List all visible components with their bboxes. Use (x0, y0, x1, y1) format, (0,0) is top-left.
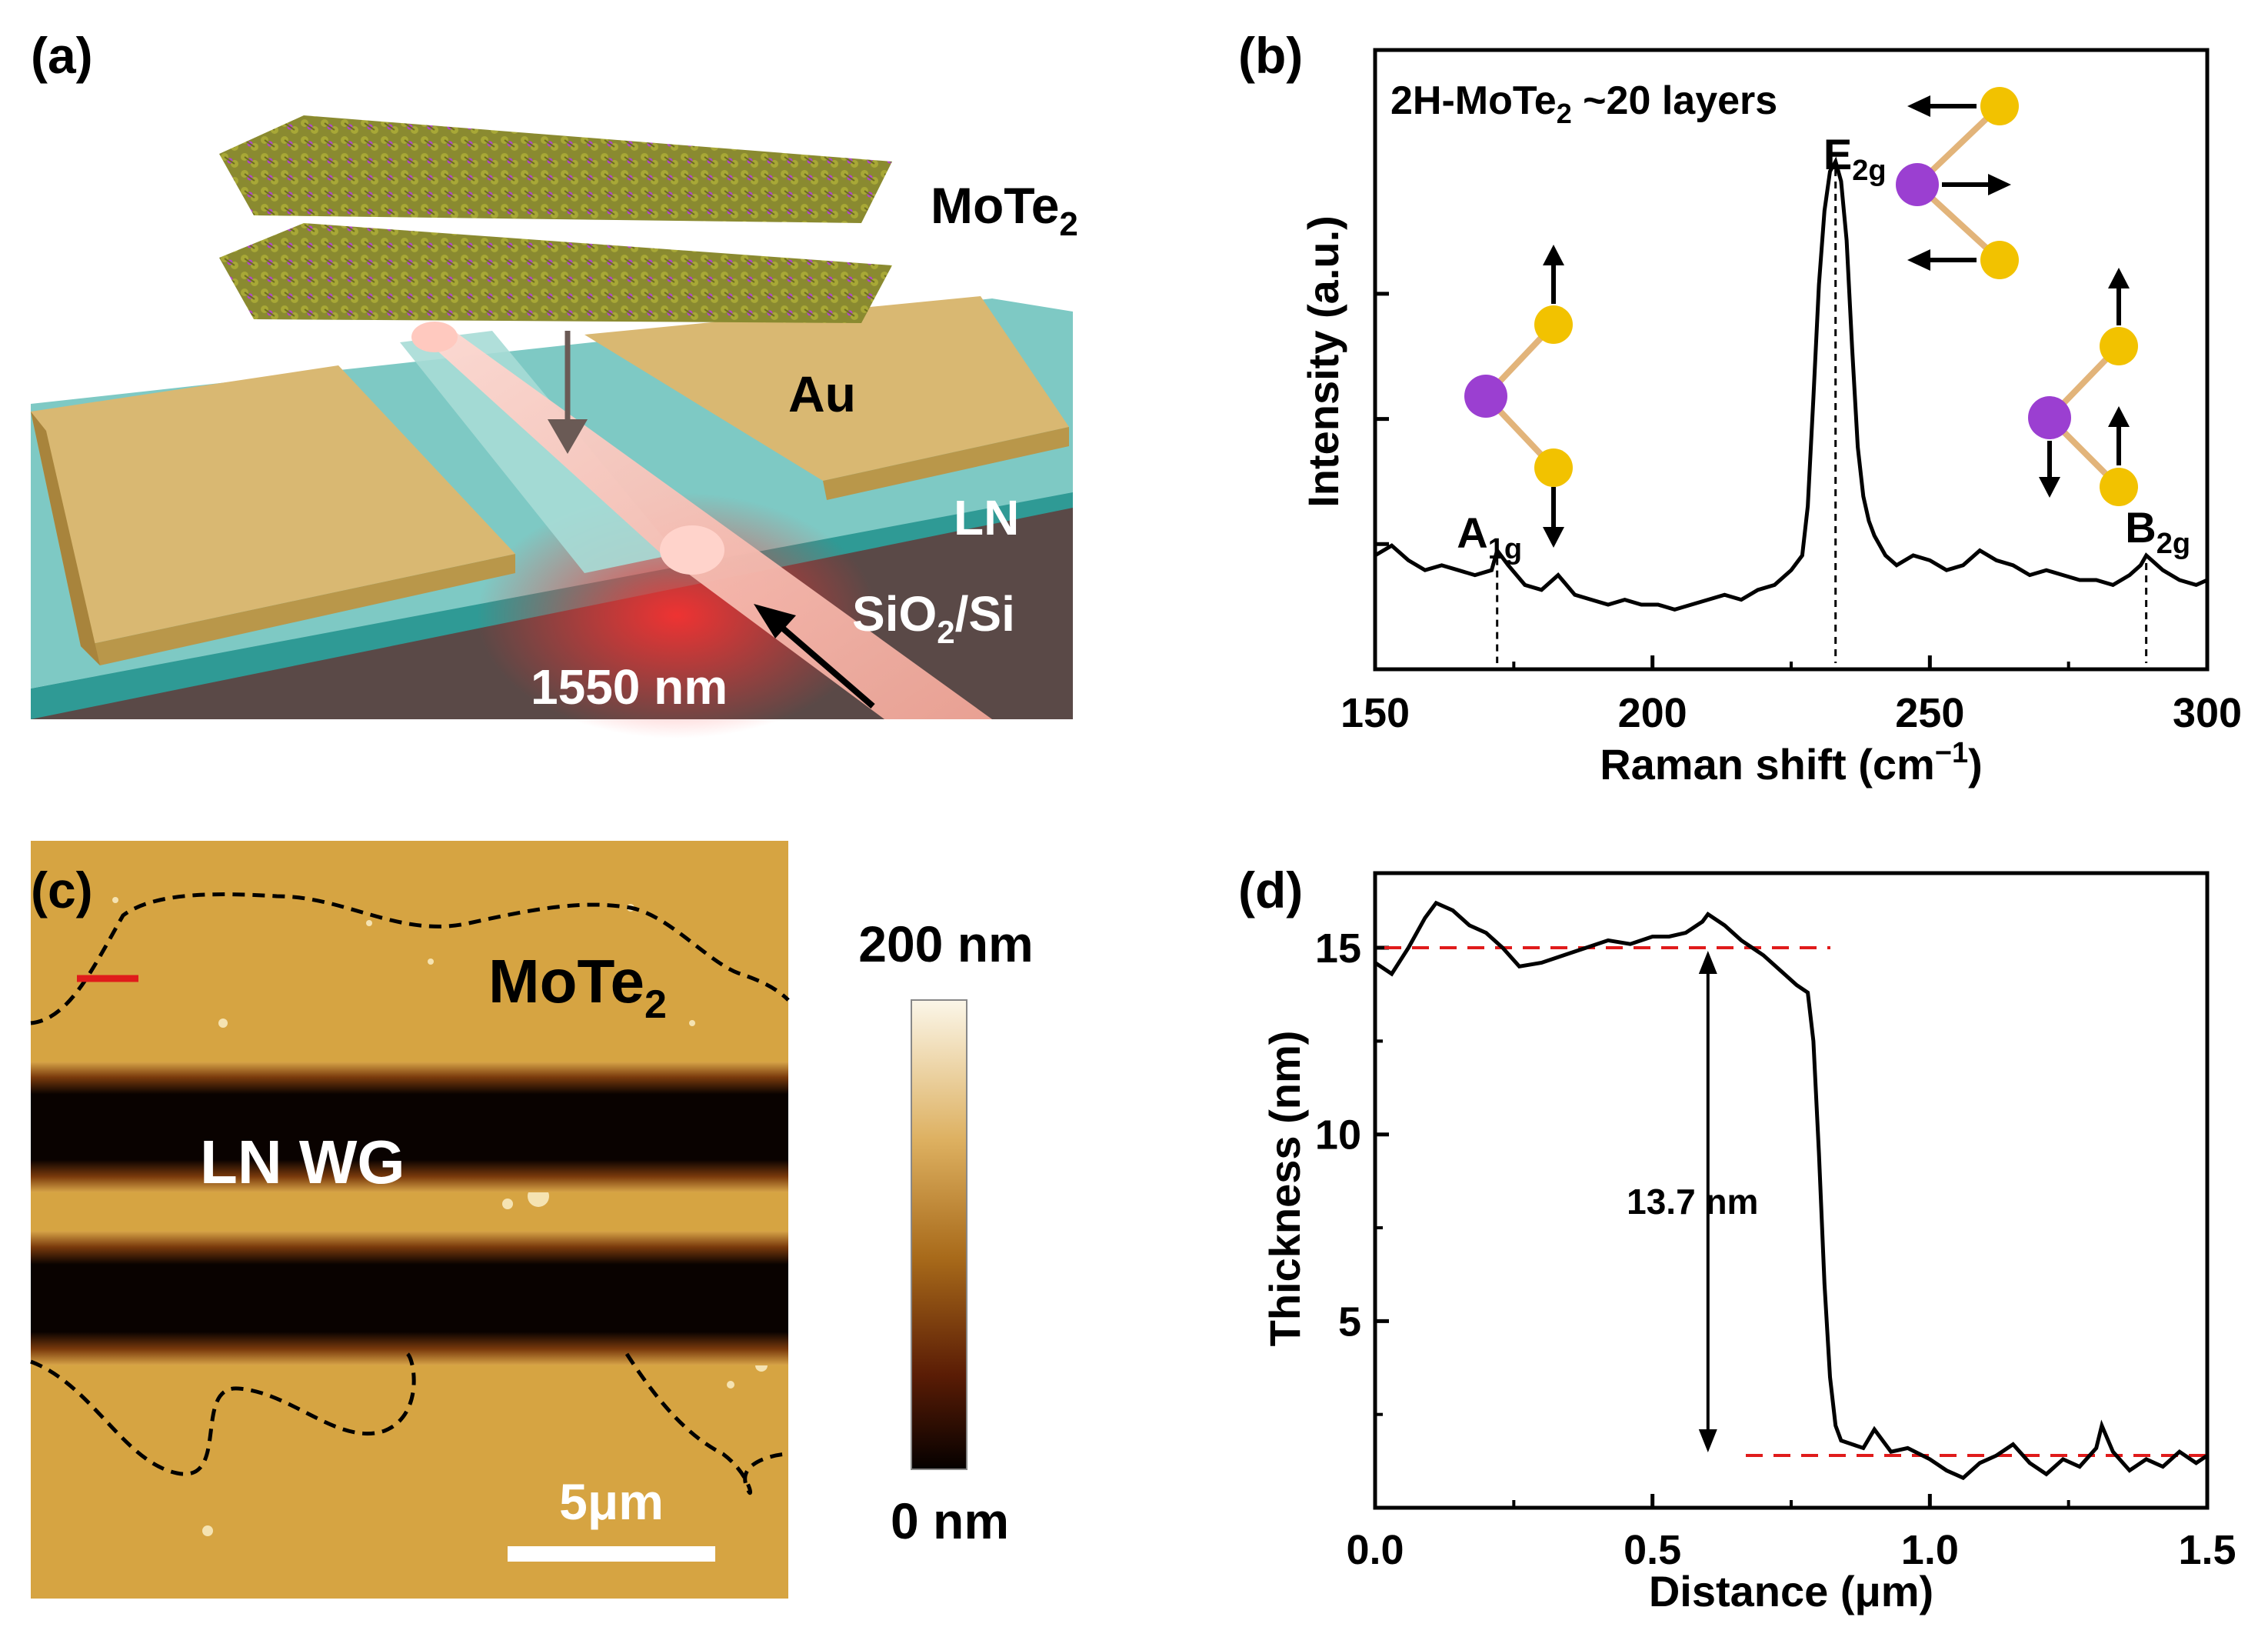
raman-plot-frame (1373, 48, 2210, 672)
panel-d-thickness-profile: (d) 0.0 0.5 1.0 1.5 5 10 15 13.7 nm Distance … (1238, 862, 2236, 1615)
substrate-label: SiO2/Si (852, 586, 1015, 650)
thickness-x-tick-label: 1.5 (2178, 1527, 2236, 1573)
thickness-profile-line (1374, 900, 2209, 1481)
te-atom (1980, 241, 2019, 279)
scale-bar-label: 5μm (559, 1473, 664, 1530)
colorbar-min-label: 0 nm (891, 1492, 1009, 1549)
thickness-y-tick-label: 5 (1338, 1299, 1361, 1345)
panel-b-raman: (b) 150 200 250 300 A1g E2g B2g 2H-MoTe2 ~20 … (1238, 27, 2242, 788)
mo-atom (2028, 396, 2071, 439)
a1g-mode-diagram (1464, 245, 1573, 548)
thickness-x-tick-label: 0.5 (1624, 1527, 1681, 1573)
panel-label-b: (b) (1238, 27, 1303, 84)
thickness-x-tick-label: 1.0 (1901, 1527, 1959, 1573)
mo-atom (1896, 163, 1939, 206)
raman-x-label: Raman shift (cm−1) (1600, 737, 1983, 788)
au-pad-left-edge (31, 412, 100, 665)
te-atom (1534, 305, 1573, 344)
raman-x-tick-label: 250 (1895, 690, 1964, 736)
panel-c-afm-image: (c) MoTe2 LN WG 5μm 200 nm 0 nm (30, 841, 1034, 1599)
raman-x-axis: 150 200 250 300 (1340, 655, 2242, 736)
panel-label-a: (a) (31, 27, 93, 84)
au-pad-left-side (81, 554, 515, 665)
transfer-arrowhead (548, 419, 588, 454)
te-atom (2100, 327, 2138, 365)
peak-label-B2g: B2g (2125, 503, 2190, 560)
wavelength-label: 1550 nm (531, 659, 728, 715)
te-atom (1534, 448, 1573, 487)
mo-atom (1464, 375, 1507, 418)
mote2-layer-bottom (219, 223, 892, 323)
mote2-flake-boundary-top (30, 892, 790, 1025)
e2g-mode-diagram (1896, 87, 2019, 279)
thickness-reference-lines (1384, 946, 2207, 1458)
scale-bar (508, 1546, 715, 1562)
incident-light-arrowhead (754, 604, 796, 638)
laser-beam-end (411, 322, 458, 352)
thickness-x-axis: 0.0 0.5 1.0 1.5 (1346, 1494, 2236, 1573)
arrow-down-icon (1698, 1429, 1717, 1453)
mote2-layer-top (219, 115, 892, 223)
afm-waveguide-label: LN WG (200, 1128, 405, 1196)
thickness-y-axis: 5 10 15 (1315, 925, 1389, 1416)
height-colorbar (911, 999, 967, 1470)
raman-x-tick-label: 150 (1340, 690, 1410, 736)
peak-label-E2g: E2g (1823, 130, 1887, 187)
te-atom (1980, 87, 2019, 125)
raman-x-tick-label: 200 (1618, 690, 1687, 736)
au-pad-right-top (584, 296, 1069, 481)
raman-x-tick-label: 300 (2173, 690, 2242, 736)
te-atom (2100, 468, 2138, 506)
thickness-y-tick-label: 10 (1315, 1112, 1361, 1159)
colorbar-max-label: 200 nm (858, 915, 1033, 972)
au-label: Au (788, 365, 856, 422)
au-pad-left-top (31, 365, 515, 646)
thickness-x-label: Distance (μm) (1649, 1567, 1933, 1615)
waveguide-trench-lower (31, 1231, 788, 1365)
laser-beam-entry (660, 525, 724, 575)
afm-mote2-label: MoTe2 (488, 947, 667, 1027)
raman-peak-markers: A1g E2g B2g (1457, 130, 2190, 663)
au-pad-right-side (823, 427, 1069, 500)
raman-title: 2H-MoTe2 ~20 layers (1390, 78, 1777, 129)
panel-label-c: (c) (31, 862, 93, 919)
step-height-label: 13.7 nm (1627, 1182, 1758, 1222)
raman-y-axis (1375, 292, 1389, 546)
waveguide-trench-upper (31, 1062, 788, 1192)
raman-spectrum-line (1374, 156, 2209, 612)
panel-a-device-schematic: (a) MoTe2 Au LN SiO2/Si 1550 nm (31, 27, 1078, 738)
afm-image (31, 841, 788, 1599)
mote2-label: MoTe2 (931, 177, 1078, 243)
ln-label: LN (954, 490, 1019, 545)
thickness-x-tick-label: 0.0 (1346, 1527, 1404, 1573)
mote2-flake-boundary-bottom (30, 1352, 789, 1495)
ln-waveguide-ridge (400, 331, 677, 573)
step-height-annotation: 13.7 nm (1627, 951, 1758, 1453)
panel-label-d: (d) (1238, 862, 1303, 919)
thickness-plot-frame (1373, 871, 2210, 1510)
thickness-y-label: Thickness (nm) (1261, 1031, 1309, 1347)
thickness-y-tick-label: 15 (1315, 925, 1361, 972)
b2g-mode-diagram (2028, 268, 2138, 506)
incident-light-arrow (774, 620, 875, 709)
arrow-up-icon (1698, 951, 1717, 975)
peak-label-A1g: A1g (1457, 508, 1522, 565)
raman-y-label: Intensity (a.u.) (1299, 215, 1347, 508)
